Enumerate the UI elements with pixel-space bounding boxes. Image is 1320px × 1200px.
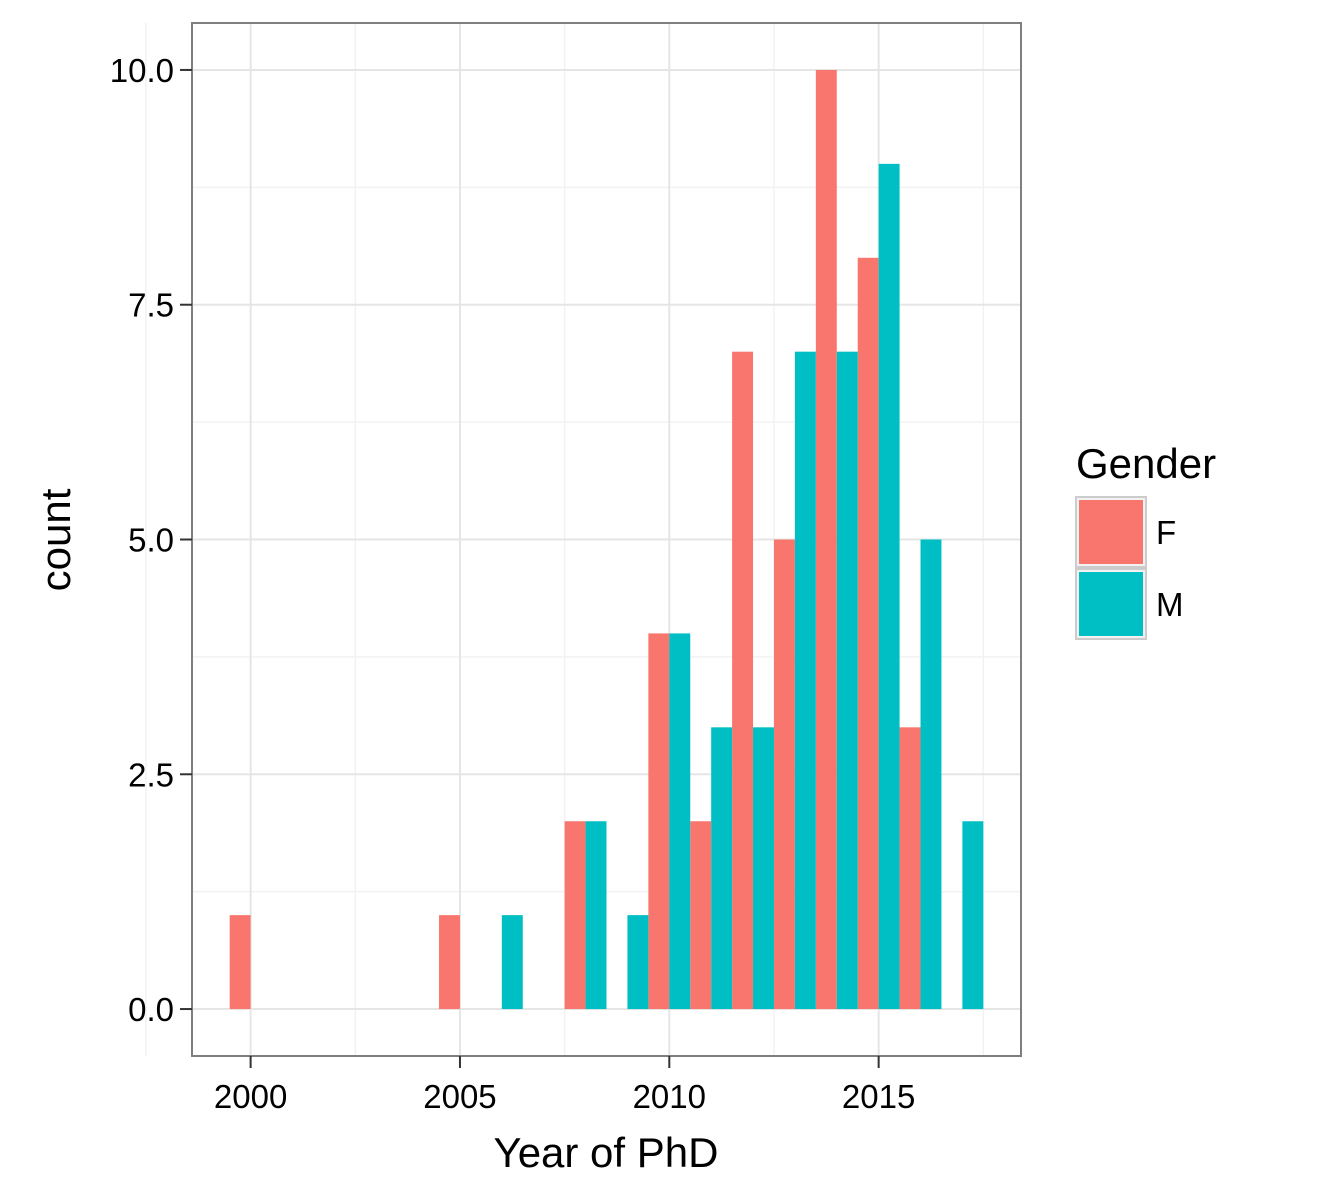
legend: Gender FM [1075,440,1216,640]
bar-m [962,821,984,1010]
axis-ticks: 0.0 2.5 5.0 7.5 10.0 2000 2005 2010 2015 [110,52,916,1115]
x-tick-label: 2010 [633,1078,706,1115]
bars [229,69,984,1010]
bar-f [857,257,879,1010]
bar-f [564,821,586,1010]
y-tick-label: 7.5 [128,287,174,324]
bar-m [669,633,691,1010]
bar-m [501,915,523,1010]
legend-title: Gender [1076,440,1216,487]
x-tick-label: 2015 [842,1078,915,1115]
y-axis-title: count [32,488,79,591]
bar-f [690,821,712,1010]
bar-m [711,727,733,1010]
bar-f [773,539,795,1010]
x-tick-label: 2005 [423,1078,496,1115]
legend-label-f: F [1156,514,1176,551]
bar-m [794,351,816,1010]
bar-f [648,633,670,1010]
y-tick-label: 2.5 [128,756,174,793]
y-tick-label: 10.0 [110,52,174,89]
x-axis-title: Year of PhD [494,1129,719,1176]
bar-m [836,351,858,1010]
bar-m [627,915,649,1010]
bar-m [920,539,942,1010]
bar-f [899,727,921,1010]
bar-f [439,915,460,1010]
legend-swatch-f [1079,500,1143,564]
legend-swatch-m [1079,572,1143,636]
bar-f [732,351,754,1010]
bar-m [753,727,774,1010]
bar-f [229,915,251,1010]
legend-label-m: M [1156,586,1184,623]
bar-m [585,821,607,1010]
y-tick-label: 0.0 [128,991,174,1028]
bar-m [878,163,900,1010]
x-tick-label: 2000 [214,1078,287,1115]
bar-f [815,69,837,1010]
y-tick-label: 5.0 [128,522,174,559]
